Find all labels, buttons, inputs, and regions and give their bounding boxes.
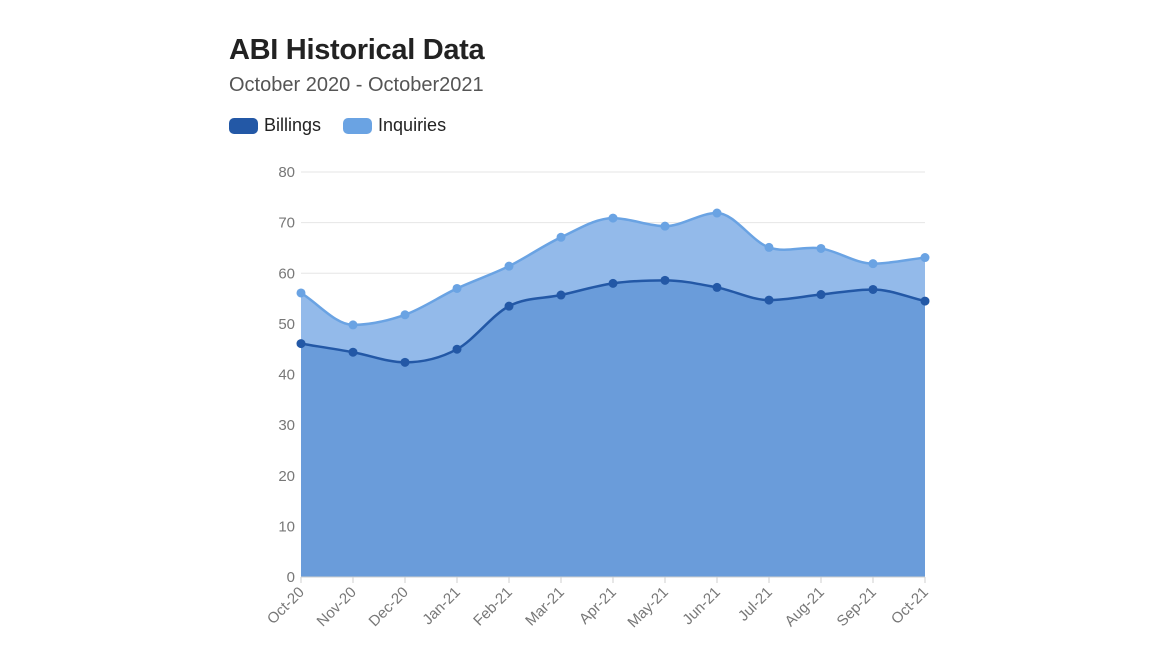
- point-inquiries[interactable]: [348, 320, 358, 330]
- y-tick-label: 0: [287, 569, 295, 586]
- point-billings[interactable]: [608, 278, 618, 288]
- legend-swatch-inquiries: [343, 117, 373, 134]
- area-billings: [301, 280, 925, 577]
- point-inquiries[interactable]: [400, 310, 410, 320]
- point-billings[interactable]: [764, 295, 774, 305]
- point-inquiries[interactable]: [764, 242, 774, 252]
- x-tick-label: Apr-21: [576, 584, 620, 628]
- point-inquiries[interactable]: [504, 261, 514, 271]
- legend: Billings Inquiries: [229, 115, 468, 136]
- legend-swatch-billings: [229, 117, 258, 134]
- x-tick-label: Sep-21: [834, 584, 880, 630]
- chart-subtitle: October 2020 - October2021: [229, 74, 484, 96]
- point-inquiries[interactable]: [868, 259, 878, 269]
- legend-label-billings: Billings: [264, 115, 322, 135]
- point-inquiries[interactable]: [296, 288, 306, 298]
- x-tick-label: Oct-21: [888, 584, 932, 628]
- legend-label-inquiries: Inquiries: [378, 115, 447, 135]
- y-tick-label: 70: [278, 215, 295, 232]
- x-tick-label: Oct-20: [264, 584, 308, 628]
- y-tick-label: 30: [278, 417, 295, 434]
- point-inquiries[interactable]: [712, 208, 722, 218]
- legend-item-inquiries[interactable]: Inquiries: [343, 115, 446, 136]
- x-tick-label: Dec-20: [366, 584, 412, 630]
- x-tick-label: Jan-21: [419, 584, 463, 628]
- y-tick-label: 80: [278, 164, 295, 181]
- x-tick-label: Nov-20: [314, 584, 360, 630]
- point-inquiries[interactable]: [556, 232, 566, 242]
- x-tick-label: Jul-21: [735, 584, 776, 625]
- point-billings[interactable]: [296, 339, 306, 349]
- point-billings[interactable]: [660, 275, 670, 285]
- x-tick-label: May-21: [624, 584, 671, 631]
- point-billings[interactable]: [504, 301, 514, 311]
- legend-item-billings[interactable]: Billings: [229, 115, 321, 136]
- y-tick-label: 40: [278, 367, 295, 384]
- point-billings[interactable]: [400, 357, 410, 367]
- x-tick-label: Feb-21: [470, 584, 516, 630]
- point-billings[interactable]: [868, 284, 878, 294]
- y-tick-label: 20: [278, 468, 295, 485]
- chart-title: ABI Historical Data: [229, 34, 485, 66]
- point-billings[interactable]: [452, 344, 462, 354]
- point-inquiries[interactable]: [660, 221, 670, 231]
- point-billings[interactable]: [920, 296, 930, 306]
- point-inquiries[interactable]: [608, 213, 618, 223]
- point-inquiries[interactable]: [816, 243, 826, 253]
- x-tick-label: Jun-21: [679, 584, 723, 628]
- y-tick-label: 50: [278, 316, 295, 333]
- x-tick-label: Aug-21: [782, 584, 828, 630]
- point-inquiries[interactable]: [452, 283, 462, 293]
- y-tick-label: 60: [278, 265, 295, 282]
- point-inquiries[interactable]: [920, 253, 930, 263]
- y-tick-label: 10: [278, 518, 295, 535]
- point-billings[interactable]: [348, 347, 358, 357]
- point-billings[interactable]: [816, 290, 826, 300]
- point-billings[interactable]: [712, 282, 722, 292]
- x-tick-label: Mar-21: [522, 584, 568, 630]
- point-billings[interactable]: [556, 290, 566, 300]
